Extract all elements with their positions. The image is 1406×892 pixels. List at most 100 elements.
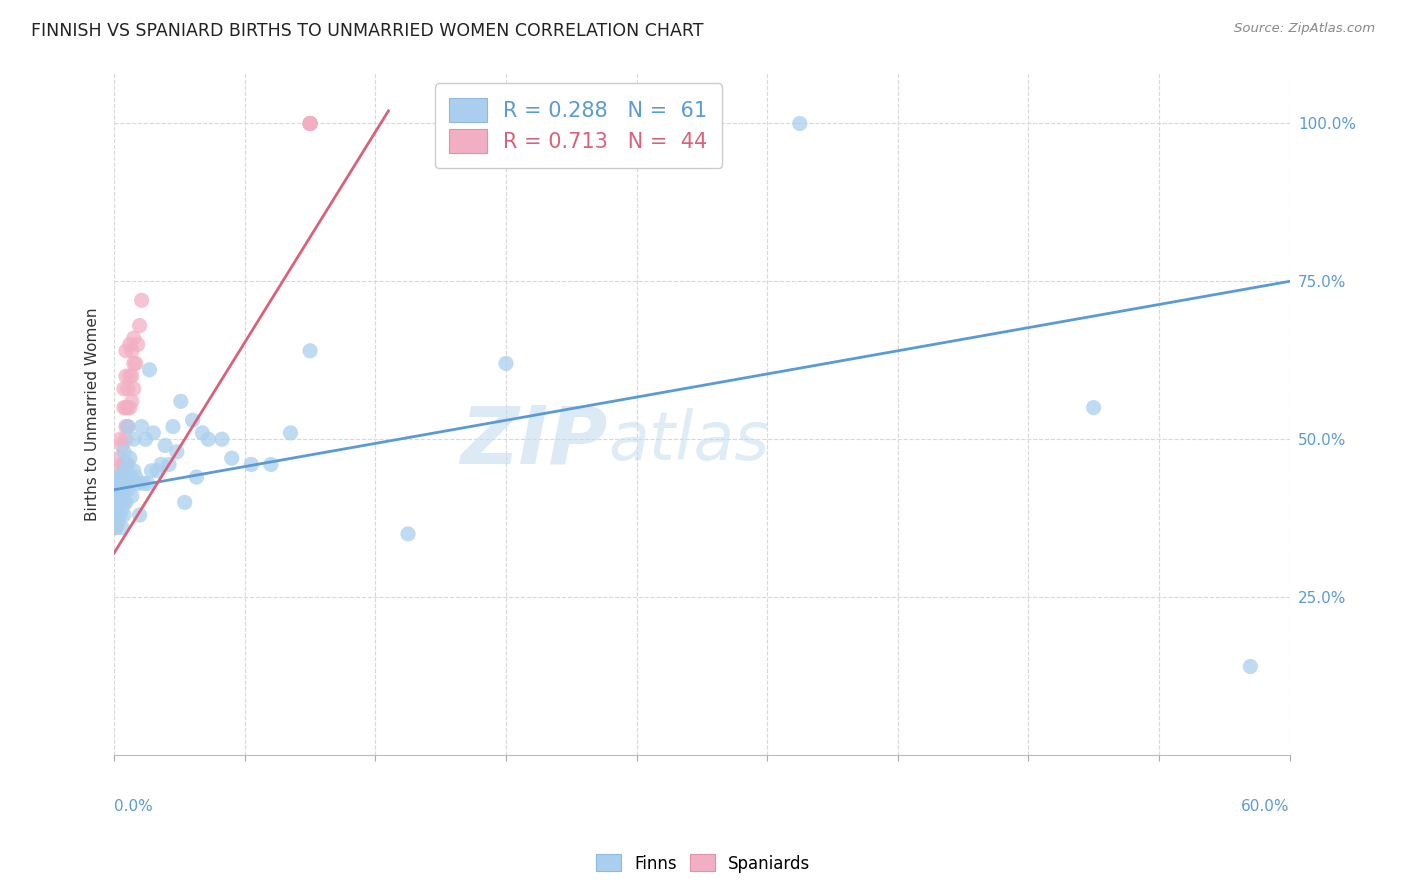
Point xyxy=(108,451,131,466)
Point xyxy=(221,451,243,466)
Point xyxy=(260,458,283,472)
Point xyxy=(115,369,138,384)
Point xyxy=(112,382,135,396)
Point xyxy=(107,514,129,528)
Point xyxy=(157,458,180,472)
Point xyxy=(121,394,143,409)
Text: 0.0%: 0.0% xyxy=(114,799,153,814)
Text: 60.0%: 60.0% xyxy=(1241,799,1289,814)
Point xyxy=(170,394,193,409)
Point xyxy=(131,419,153,434)
Point xyxy=(146,464,169,478)
Point xyxy=(117,382,139,396)
Text: atlas: atlas xyxy=(607,409,769,475)
Point xyxy=(108,508,131,522)
Point xyxy=(112,483,135,497)
Point xyxy=(107,495,129,509)
Point xyxy=(122,464,145,478)
Point xyxy=(107,495,129,509)
Point xyxy=(112,445,135,459)
Point xyxy=(150,458,173,472)
Text: FINNISH VS SPANIARD BIRTHS TO UNMARRIED WOMEN CORRELATION CHART: FINNISH VS SPANIARD BIRTHS TO UNMARRIED … xyxy=(31,22,703,40)
Point xyxy=(111,520,134,534)
Legend: R = 0.288   N =  61, R = 0.713   N =  44: R = 0.288 N = 61, R = 0.713 N = 44 xyxy=(434,83,723,168)
Text: Source: ZipAtlas.com: Source: ZipAtlas.com xyxy=(1234,22,1375,36)
Point xyxy=(117,419,139,434)
Point xyxy=(105,508,128,522)
Point xyxy=(142,425,165,440)
Point xyxy=(112,458,135,472)
Point xyxy=(299,116,322,130)
Point xyxy=(117,419,139,434)
Point xyxy=(117,483,139,497)
Point xyxy=(128,318,150,333)
Point xyxy=(495,356,517,370)
Point xyxy=(299,343,322,358)
Point xyxy=(121,343,143,358)
Point xyxy=(112,495,135,509)
Point xyxy=(118,470,141,484)
Point xyxy=(115,476,138,491)
Text: ZIP: ZIP xyxy=(460,402,607,480)
Point xyxy=(186,470,208,484)
Point xyxy=(115,458,138,472)
Point xyxy=(122,382,145,396)
Point xyxy=(153,438,176,452)
Point xyxy=(299,116,322,130)
Point xyxy=(112,489,135,503)
Point xyxy=(136,476,159,491)
Point xyxy=(789,116,811,130)
Point xyxy=(107,470,129,484)
Point xyxy=(115,432,138,446)
Point xyxy=(181,413,204,427)
Point xyxy=(197,432,219,446)
Point xyxy=(108,489,131,503)
Point xyxy=(162,419,184,434)
Point xyxy=(112,470,135,484)
Point xyxy=(131,293,153,308)
Point xyxy=(105,483,128,497)
Point xyxy=(396,527,419,541)
Point xyxy=(108,476,131,491)
Point xyxy=(115,401,138,415)
Point xyxy=(108,470,131,484)
Point xyxy=(105,495,128,509)
Point xyxy=(280,425,302,440)
Point xyxy=(132,476,155,491)
Point xyxy=(118,401,141,415)
Point xyxy=(115,343,138,358)
Point xyxy=(127,476,149,491)
Point xyxy=(112,464,135,478)
Point xyxy=(299,116,322,130)
Point xyxy=(125,356,148,370)
Point xyxy=(240,458,263,472)
Point xyxy=(191,425,214,440)
Point xyxy=(115,419,138,434)
Point xyxy=(118,451,141,466)
Point xyxy=(121,369,143,384)
Point xyxy=(141,464,163,478)
Point xyxy=(211,432,233,446)
Point xyxy=(111,458,134,472)
Point xyxy=(105,483,128,497)
Point xyxy=(105,520,128,534)
Point xyxy=(117,458,139,472)
Point xyxy=(1083,401,1105,415)
Point xyxy=(121,489,143,503)
Point xyxy=(112,401,135,415)
Point xyxy=(128,508,150,522)
Point xyxy=(111,501,134,516)
Point xyxy=(122,331,145,345)
Point xyxy=(112,508,135,522)
Point xyxy=(138,363,160,377)
Point xyxy=(125,470,148,484)
Point xyxy=(107,483,129,497)
Point xyxy=(127,337,149,351)
Point xyxy=(118,337,141,351)
Point xyxy=(115,495,138,509)
Point xyxy=(111,438,134,452)
Point xyxy=(107,464,129,478)
Y-axis label: Births to Unmarried Women: Births to Unmarried Women xyxy=(86,307,100,521)
Point xyxy=(166,445,188,459)
Point xyxy=(105,508,128,522)
